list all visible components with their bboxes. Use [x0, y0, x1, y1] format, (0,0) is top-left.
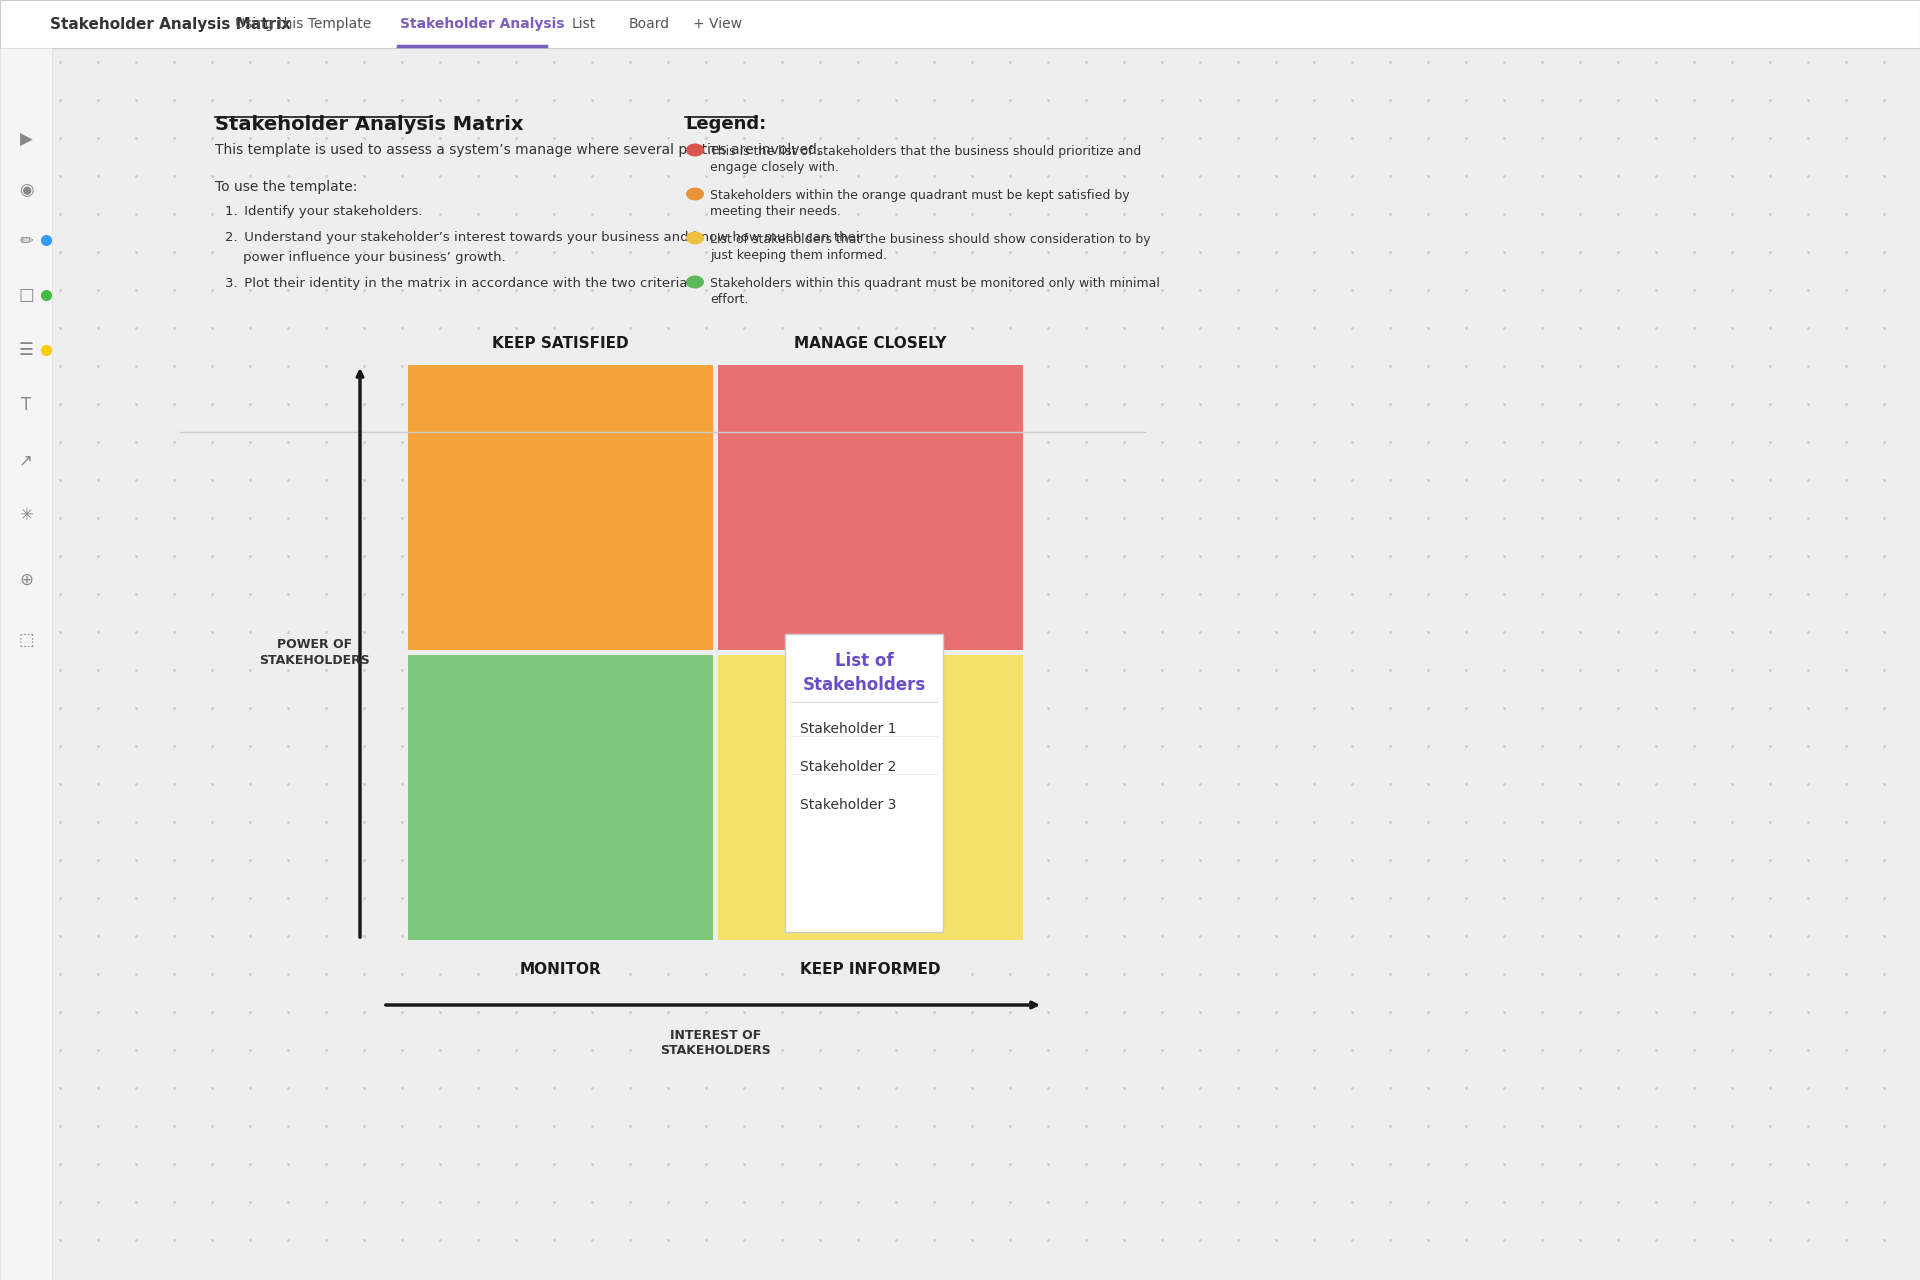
Text: 3. Plot their identity in the matrix in accordance with the two criteria.: 3. Plot their identity in the matrix in … [225, 276, 691, 291]
Text: 1. Identify your stakeholders.: 1. Identify your stakeholders. [225, 205, 422, 218]
Text: Stakeholder 3: Stakeholder 3 [801, 797, 897, 812]
Text: List: List [572, 17, 595, 31]
Text: This is the list of stakeholders that the business should prioritize and: This is the list of stakeholders that th… [710, 145, 1140, 157]
Text: ⊕: ⊕ [19, 571, 33, 589]
Text: □: □ [17, 285, 35, 303]
Text: + View: + View [693, 17, 741, 31]
Text: Stakeholder Analysis: Stakeholder Analysis [399, 17, 564, 31]
Ellipse shape [685, 187, 705, 201]
Text: Stakeholder 1: Stakeholder 1 [801, 722, 897, 736]
Text: This template is used to assess a system’s manage where several parties are invo: This template is used to assess a system… [215, 143, 822, 157]
Text: just keeping them informed.: just keeping them informed. [710, 250, 887, 262]
Ellipse shape [685, 143, 705, 156]
Text: KEEP INFORMED: KEEP INFORMED [801, 963, 941, 978]
Text: effort.: effort. [710, 293, 749, 306]
Text: Board: Board [628, 17, 670, 31]
Bar [0, 0, 1920, 47]
Text: ◉: ◉ [19, 180, 33, 198]
Text: ☰: ☰ [19, 340, 33, 358]
Text: ↗: ↗ [19, 451, 33, 468]
Text: power influence your business’ growth.: power influence your business’ growth. [244, 251, 505, 264]
Text: KEEP SATISFIED: KEEP SATISFIED [492, 335, 630, 351]
Bar [0, 47, 52, 1280]
Text: To use the template:: To use the template: [215, 180, 357, 195]
Text: 2. Understand your stakeholder’s interest towards your business and know how muc: 2. Understand your stakeholder’s interes… [225, 230, 866, 244]
Text: Stakeholders within this quadrant must be monitored only with minimal: Stakeholders within this quadrant must b… [710, 276, 1160, 291]
Ellipse shape [685, 232, 705, 244]
Text: POWER OF
STAKEHOLDERS: POWER OF STAKEHOLDERS [259, 639, 371, 667]
Bar [407, 365, 712, 650]
Text: List of
Stakeholders: List of Stakeholders [803, 652, 925, 694]
Bar [718, 365, 1023, 650]
Text: INTEREST OF
STAKEHOLDERS: INTEREST OF STAKEHOLDERS [660, 1029, 770, 1057]
Text: ✳: ✳ [19, 506, 33, 524]
Text: engage closely with.: engage closely with. [710, 161, 839, 174]
Text: T: T [21, 396, 31, 413]
Text: Stakeholder Analysis Matrix: Stakeholder Analysis Matrix [215, 115, 524, 134]
Ellipse shape [685, 275, 705, 288]
Text: Using this Template: Using this Template [234, 17, 371, 31]
Text: MANAGE CLOSELY: MANAGE CLOSELY [795, 335, 947, 351]
Text: List of stakeholders that the business should show consideration to by: List of stakeholders that the business s… [710, 233, 1150, 246]
Text: meeting their needs.: meeting their needs. [710, 205, 841, 218]
Text: Stakeholder 2: Stakeholder 2 [801, 760, 897, 774]
Text: ✏: ✏ [19, 230, 33, 250]
Text: Stakeholders within the orange quadrant must be kept satisfied by: Stakeholders within the orange quadrant … [710, 189, 1129, 202]
Bar [718, 655, 1023, 940]
Text: Stakeholder Analysis Matrix: Stakeholder Analysis Matrix [50, 17, 292, 32]
Text: ⬚: ⬚ [17, 631, 35, 649]
Text: Legend:: Legend: [685, 115, 766, 133]
Bar [785, 634, 943, 932]
Text: MONITOR: MONITOR [520, 963, 601, 978]
Bar [407, 655, 712, 940]
Text: ▶: ▶ [19, 131, 33, 148]
